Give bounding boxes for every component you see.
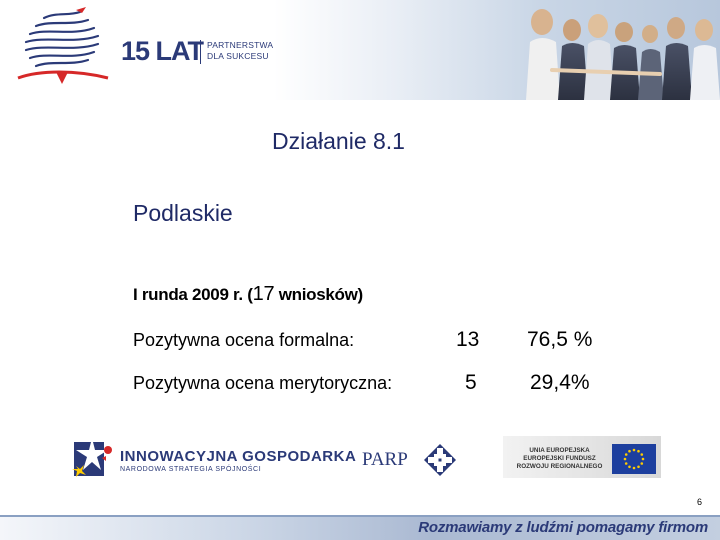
formal-assessment-count: 13 [456,328,480,351]
merit-assessment-count: 5 [465,371,477,394]
region-heading: Podlaskie [133,200,233,226]
eu-line-2: EUROPEJSKI FUNDUSZ [523,455,596,463]
merit-assessment-percent: 29,4% [530,371,590,394]
innovative-economy-subtitle: NARODOWA STRATEGIA SPÓJNOŚCI [120,466,262,473]
eu-line-3: ROZWOJU REGIONALNEGO [516,463,603,471]
eu-flag-icon [612,444,656,474]
merit-assessment-label: Pozytywna ocena merytoryczna: [133,373,393,393]
innovative-economy-title: INNOWACYJNA GOSPODARKA [120,448,357,465]
round-prefix: I runda 2009 r. ( [133,285,253,304]
logo-tagline-line1: PARTNERSTWA [207,40,274,50]
footer-bar [0,515,720,540]
innovative-economy-logo: INNOWACYJNA GOSPODARKA NARODOWA STRATEGI… [120,448,356,473]
footer-divider [0,515,720,517]
logo-tagline-line2: DLA SUKCESU [207,51,269,61]
round-suffix: wniosków) [274,285,364,304]
parp-diamond-icon [424,444,456,476]
people-handshake-photo [526,9,720,100]
innovative-economy-star-icon [72,438,112,477]
logo-divider [200,40,201,64]
round-count: 17 [252,283,275,305]
eu-line-1: UNIA EUROPEJSKA [529,447,590,454]
formal-assessment-label: Pozytywna ocena formalna: [133,330,355,350]
wave-emblem-icon [17,7,109,84]
parp-logo-text: PARP [362,449,408,470]
page-number: 6 [697,497,703,507]
formal-assessment-percent: 76,5 % [527,328,593,351]
logo-15-lat: 15 LAT [121,36,204,66]
logo-tagline: PARTNERSTWA DLA SUKCESU [207,40,273,62]
footer-slogan: Rozmawiamy z ludźmi pomagamy firmom [418,519,708,536]
eu-logo-text: UNIA EUROPEJSKA EUROPEJSKI FUNDUSZ ROZWO… [512,447,607,472]
round-summary: I runda 2009 r. (17 wniosków) [133,283,363,306]
slide-title: Działanie 8.1 [272,128,405,154]
